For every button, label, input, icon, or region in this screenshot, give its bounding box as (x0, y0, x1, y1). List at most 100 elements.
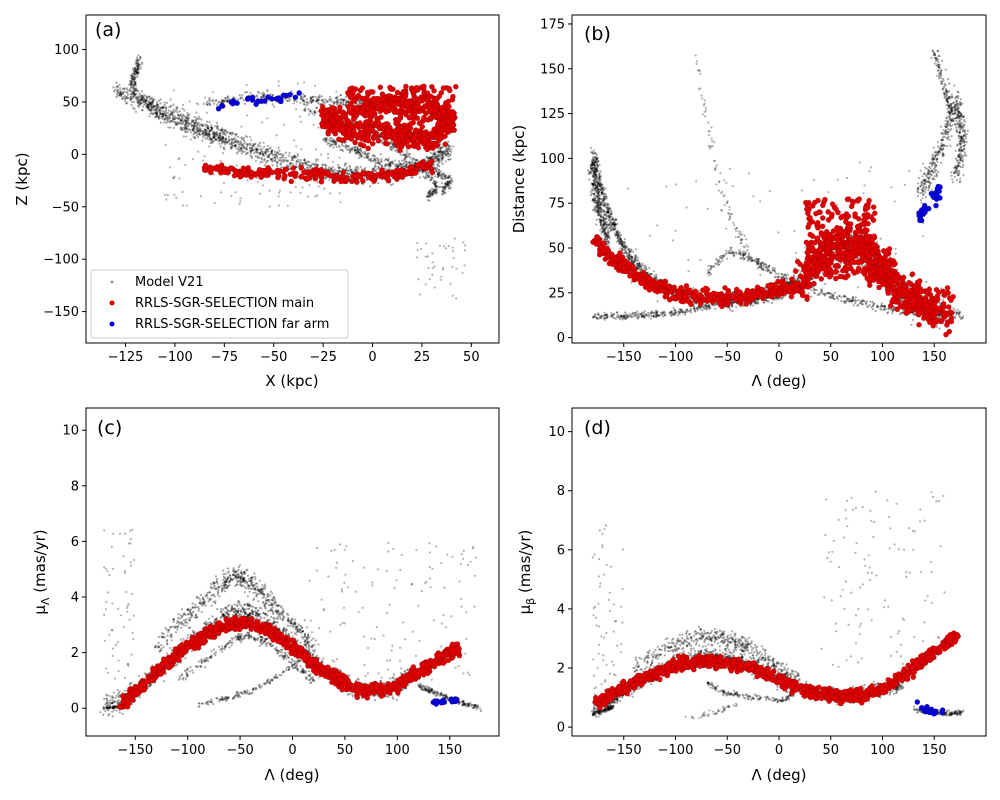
panel-a-point-model (383, 159, 386, 162)
panel-a-point-model (437, 150, 440, 154)
panel-a-point-model (221, 138, 224, 141)
panel-a-point-model (222, 99, 225, 102)
panel-a-point-model (315, 160, 318, 163)
panel-a-point-main (352, 122, 359, 129)
panel-a-point-model (170, 120, 173, 123)
panel-a-point-model (187, 128, 190, 131)
panel-a-point-model (162, 112, 165, 116)
panel-a-point-model (305, 161, 308, 164)
panel-a-point-main (425, 142, 432, 148)
panel-a-point-model (163, 110, 166, 113)
panel-a-point-main (429, 84, 435, 90)
panel-a-point-model (354, 169, 358, 172)
panel-a-point-model (435, 166, 438, 169)
panel-a-point-main (355, 92, 362, 99)
panel-a-point-model (201, 132, 204, 135)
panel-a-point-model (444, 183, 447, 186)
panel-a-point-model (130, 76, 133, 79)
panel-a-point-model (169, 110, 172, 113)
panel-a-point-main (432, 107, 439, 114)
panel-a-point-model (430, 156, 433, 159)
panel-a-point-model (344, 96, 348, 99)
panel-a-point-model (181, 204, 184, 207)
panel-a-point-model (448, 180, 451, 183)
panel-a-point-model (183, 124, 186, 127)
panel-a-point-model (310, 96, 313, 99)
panel-a-point-model (135, 69, 138, 72)
panel-a-point-model (310, 101, 313, 104)
panel-a-point-main (329, 119, 336, 125)
panel-a-point-model (240, 146, 243, 149)
panel-a-point-model (250, 147, 253, 150)
panel-a-point-model (122, 91, 125, 94)
panel-a-point-model (308, 109, 312, 112)
panel-a-point-model (358, 156, 361, 160)
panel-a-point-model (201, 124, 204, 127)
panel-a-point-model (220, 129, 223, 132)
panel-a-point-model (347, 172, 350, 175)
panel-a-point-model (282, 156, 285, 159)
panel-a-point-model (329, 192, 332, 195)
panel-a-point-model (342, 100, 345, 103)
panel-a-point-model (374, 162, 377, 165)
panel-a-point-model (136, 104, 140, 107)
panel-a-point-model (434, 184, 437, 187)
panel-a-point-model (255, 149, 258, 152)
panel-a-point-model (234, 140, 237, 143)
panel-a-point-model (267, 144, 270, 147)
panel-a-point-model (441, 266, 445, 269)
panel-a-point-model (426, 157, 429, 160)
panel-a-point-model (251, 148, 254, 151)
panel-a-point-model (444, 191, 447, 195)
panel-a-point-model (293, 155, 296, 158)
panel-a-point-model (312, 123, 315, 126)
panel-a-point-model (305, 98, 308, 101)
panel-a-point-model (450, 177, 453, 180)
panel-a-point-model (195, 118, 198, 122)
panel-a-point-model (353, 148, 356, 152)
panel-a-point-main (365, 145, 371, 152)
panel-a-point-model (254, 142, 257, 145)
panel-a-point-model (151, 102, 154, 105)
panel-a-point-model (415, 158, 418, 161)
panel-a-point-model (131, 83, 134, 86)
panel-a-point-model (357, 102, 360, 105)
panel-a-point-model (182, 135, 185, 138)
panel-a-point-model (366, 153, 369, 156)
panel-a-point-main (371, 134, 377, 140)
panel-a-point-main (405, 138, 412, 144)
panel-a-point-model (198, 133, 201, 136)
panel-a-point-model (438, 150, 441, 153)
panel-a-point-model (152, 104, 155, 107)
panel-a-point-model (237, 135, 240, 139)
panel-a-point-model (150, 105, 153, 109)
panel-a-point-model (218, 134, 221, 137)
panel-a-point-model (218, 132, 221, 135)
panel-a-point-model (145, 105, 148, 108)
panel-a-point-model (206, 127, 209, 130)
panel-a-point-model (435, 188, 438, 191)
panel-a-point-model (122, 96, 125, 99)
panel-a-point-model (146, 105, 149, 108)
panel-a-point-model (151, 101, 154, 104)
panel-a-point-model (296, 154, 299, 157)
panel-a-point-model (346, 148, 349, 151)
panel-a-point-model (329, 139, 332, 142)
panel-a-point-model (182, 117, 185, 120)
panel-a-point-model (236, 98, 239, 101)
panel-a-point-model (369, 158, 372, 161)
panel-a-point-model (253, 152, 256, 155)
panel-a-point-model (354, 165, 357, 169)
panel-a-point-model (292, 102, 295, 105)
panel-a-point-model (129, 82, 132, 85)
panel-a-point-model (374, 158, 377, 162)
panel-a-point-model (222, 131, 225, 134)
panel-a-point-model (214, 138, 217, 141)
panel-a-point-model (138, 96, 141, 99)
panel-a-point-model (408, 160, 411, 164)
panel-a-point-model (140, 97, 143, 100)
panel-a-point-model (223, 99, 226, 102)
panel-a-point-model (317, 102, 320, 105)
panel-a-point-model (195, 134, 198, 137)
panel-a-point-model (116, 85, 119, 88)
